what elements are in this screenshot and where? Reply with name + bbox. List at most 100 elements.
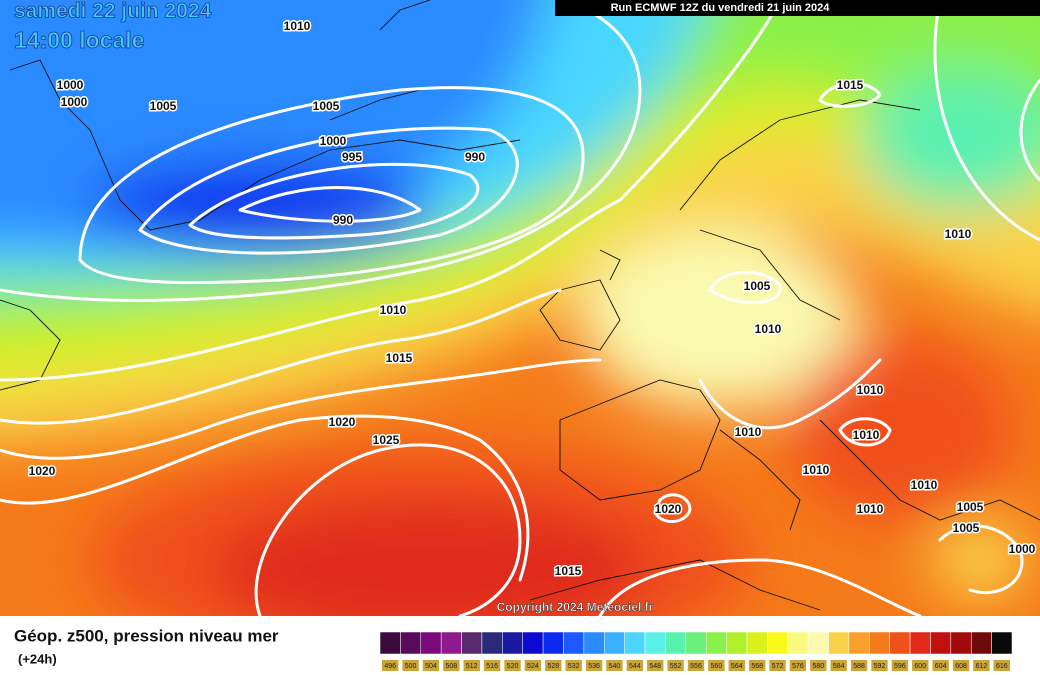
scale-label-box (728, 660, 745, 671)
scale-swatch (848, 631, 870, 655)
isobar-label: 1010 (853, 428, 880, 442)
isobar-label: 1015 (837, 78, 864, 92)
scale-label: 524 (527, 663, 539, 670)
legend-step: (+24h) (18, 651, 57, 666)
isobar-labels: 1010 1000 1000 1005 1005 1000 995 990 990 1015 101… (27, 18, 1037, 580)
isobar-label: 990 (465, 150, 485, 164)
scale-swatch (461, 631, 483, 655)
scale-swatch (481, 631, 503, 655)
scale-label: 552 (670, 663, 682, 670)
scale-label-box (993, 660, 1010, 671)
scale-swatch (767, 631, 788, 655)
scale-label: 540 (609, 663, 621, 670)
isobar-label: 1005 (313, 99, 340, 113)
isobar-label: 1010 (755, 322, 782, 336)
scale-label: 580 (812, 663, 824, 670)
isobar-label: 1000 (1009, 542, 1036, 556)
scale-label: 600 (914, 663, 926, 670)
scale-swatch (991, 631, 1013, 655)
isobar-label: 1005 (957, 500, 984, 514)
scale-label-box (382, 660, 399, 671)
scale-swatch (400, 631, 422, 655)
isobar-label: 1020 (655, 502, 682, 516)
scale-label: 588 (853, 663, 865, 670)
scale-label-box (748, 660, 766, 671)
scale-label: 576 (792, 663, 804, 670)
scale-label: 568 (751, 663, 763, 670)
scale-label-box (565, 660, 582, 671)
scale-label: 592 (874, 663, 886, 670)
isobar-label: 1010 (284, 19, 311, 33)
scale-label: 528 (547, 663, 559, 670)
scale-label-box (667, 660, 684, 671)
scale-label: 516 (486, 663, 498, 670)
scale-label: 512 (466, 663, 478, 670)
isobar-label: 995 (342, 150, 362, 164)
copyright: Copyright 2024 Meteociel.fr (497, 600, 654, 614)
isobar-label: 990 (333, 213, 353, 227)
scale-label-box (789, 660, 807, 671)
scale-label: 584 (833, 663, 845, 670)
scale-label: 556 (690, 663, 702, 670)
scale-label-box (585, 660, 603, 671)
local-time: 14:00 locale (14, 27, 144, 53)
scale-swatch (440, 631, 462, 655)
scale-swatch (685, 631, 707, 655)
scale-swatch (502, 631, 523, 655)
scale-label: 560 (711, 663, 723, 670)
scale-label-box (463, 660, 480, 671)
isobar-label: 1020 (29, 464, 56, 478)
scale-label-box (504, 660, 521, 671)
scale-swatch (542, 631, 564, 655)
scale-label: 504 (425, 663, 437, 670)
scale-swatch (909, 631, 931, 655)
scale-label: 496 (384, 663, 396, 670)
scale-label-box (443, 660, 460, 671)
scale-label: 616 (996, 663, 1008, 670)
scale-label-box (626, 660, 644, 671)
scale-swatch (583, 631, 605, 655)
scale-label-box (606, 660, 623, 671)
scale-label: 548 (649, 663, 661, 670)
scale-label-box (830, 660, 847, 671)
scale-label: 596 (894, 663, 906, 670)
isobar-label: 1005 (150, 99, 177, 113)
isobar-label: 1025 (373, 433, 400, 447)
isobar-label: 1010 (911, 478, 938, 492)
scale-swatch (828, 631, 850, 655)
coastlines (0, 0, 1040, 611)
scale-label: 520 (507, 663, 519, 670)
scale-label-box (810, 660, 827, 671)
scale-swatch (624, 631, 646, 655)
scale-label: 608 (955, 663, 967, 670)
isobar-label: 1010 (945, 227, 972, 241)
scale-swatch (950, 631, 972, 655)
isobar-label: 1020 (329, 415, 356, 429)
scale-label-box (708, 660, 725, 671)
scale-swatch (420, 631, 442, 655)
scale-label: 572 (772, 663, 784, 670)
legend-title: Géop. z500, pression niveau mer (14, 626, 279, 645)
scale-swatch (889, 631, 911, 655)
scale-swatch (746, 631, 768, 655)
color-scale: 496 500 504 508 512 516 520 524 528 532 536 540 544 5… (379, 631, 1013, 671)
scale-label: 612 (976, 663, 988, 670)
scale-swatch (869, 631, 890, 655)
isobar-label: 1005 (953, 521, 980, 535)
scale-swatch (665, 631, 687, 655)
scale-swatch (604, 631, 625, 655)
scale-swatch (522, 631, 544, 655)
isobar-label: 1015 (555, 564, 582, 578)
scale-label-box (850, 660, 868, 671)
scale-label-box (973, 660, 990, 671)
isobar-label: 1010 (857, 502, 884, 516)
scale-label: 564 (731, 663, 743, 670)
scale-swatch (970, 631, 992, 655)
scale-swatch (705, 631, 727, 655)
scale-label: 536 (588, 663, 600, 670)
isobar-label: 1015 (386, 351, 413, 365)
scale-label-box (912, 660, 929, 671)
